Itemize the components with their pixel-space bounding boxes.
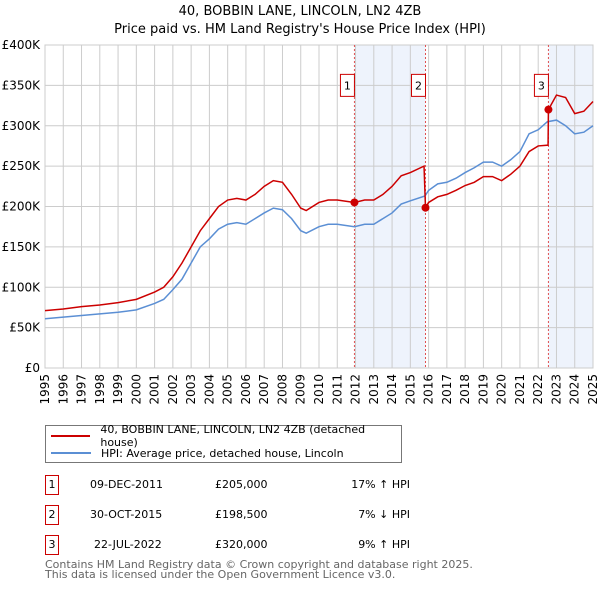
y-tick-label: £200K (2, 200, 42, 214)
sale-marker-number: 2 (415, 79, 422, 92)
x-tick-label: 1996 (56, 374, 70, 405)
x-tick-label: 2007 (257, 374, 271, 405)
footer: Contains HM Land Registry data © Crown c… (45, 558, 473, 581)
x-tick-label: 1998 (93, 374, 107, 405)
sale-date: 22-JUL-2022 (94, 538, 162, 551)
y-tick-label: £300K (2, 119, 42, 133)
sale-marker-label: 2 (45, 505, 59, 525)
legend: 40, BOBBIN LANE, LINCOLN, LN2 4ZB (detac… (45, 423, 402, 463)
y-tick-label: £50K (9, 321, 41, 335)
x-tick-label: 2022 (531, 374, 545, 405)
x-tick-label: 1999 (111, 374, 125, 405)
sale-marker-box (339, 73, 355, 97)
x-tick-label: 2013 (367, 374, 381, 405)
x-tick-label: 2002 (166, 374, 180, 405)
x-tick-label: 2015 (403, 374, 417, 405)
footer-line: Contains HM Land Registry data © Crown c… (45, 558, 473, 571)
x-tick-label: 2017 (440, 374, 454, 405)
x-tick-label: 2024 (568, 374, 582, 405)
sale-hpi-diff: 7% ↓ HPI (358, 508, 410, 521)
sale-price: £198,500 (215, 508, 268, 521)
x-tick-label: 2018 (458, 374, 472, 405)
sale-marker-label: 1 (45, 475, 59, 495)
y-tick-label: £100K (2, 280, 42, 294)
sale-marker-label: 3 (45, 535, 59, 555)
x-tick-label: 1995 (38, 374, 52, 405)
sale-point (350, 198, 359, 207)
line-chart: £0 £50K £100K £150K £200K £250K £300K £350K £400… (2, 38, 600, 405)
legend-swatch (51, 452, 91, 454)
x-tick-label: 2016 (422, 374, 436, 405)
legend-label: 40, BOBBIN LANE, LINCOLN, LN2 4ZB (detac… (100, 423, 366, 449)
plot-border (44, 44, 594, 369)
x-tick-label: 2004 (202, 374, 216, 405)
x-tick-label: 2019 (476, 374, 490, 405)
sale-marker-box (533, 73, 549, 97)
x-tick-label: 2003 (184, 374, 198, 405)
x-tick-label: 2014 (385, 374, 399, 405)
legend-item-property: 40, BOBBIN LANE, LINCOLN, LN2 4ZB (detac… (51, 423, 401, 449)
sale-hpi-diff: 17% ↑ HPI (351, 478, 410, 491)
sale-hpi-diff: 9% ↑ HPI (358, 538, 410, 551)
x-tick-label: 2008 (275, 374, 289, 405)
legend-swatch (51, 435, 91, 437)
hpi-line (44, 119, 594, 320)
x-tick-label: 2010 (312, 374, 326, 405)
x-tick-label: 2000 (129, 374, 143, 405)
sale-point (544, 105, 553, 114)
sale-price: £205,000 (215, 478, 268, 491)
legend-item-hpi: HPI: Average price, detached house, Linc… (51, 445, 344, 461)
x-tick-label: 2011 (330, 374, 344, 405)
y-tick-label: £400K (2, 38, 42, 52)
legend-label: HPI: Average price, detached house, Linc… (101, 446, 344, 460)
x-tick-label: 2009 (294, 374, 308, 405)
x-tick-label: 2012 (349, 374, 363, 405)
chart-subtitle: Price paid vs. HM Land Registry's House … (114, 22, 486, 37)
y-tick-label: £350K (2, 78, 42, 92)
x-tick-label: 2001 (148, 374, 162, 405)
property-price-line (44, 94, 594, 312)
footer-line: This data is licensed under the Open Gov… (45, 568, 396, 581)
x-tick-label: 2023 (549, 374, 563, 405)
x-tick-label: 2005 (221, 374, 235, 405)
x-tick-label: 2021 (513, 374, 527, 405)
chart-title: 40, BOBBIN LANE, LINCOLN, LN2 4ZB (178, 4, 422, 19)
y-tick-label: £150K (2, 240, 42, 254)
sale-date: 09-DEC-2011 (90, 478, 164, 491)
sale-date: 30-OCT-2015 (90, 508, 163, 521)
sale-marker-box (410, 73, 426, 97)
sale-row: 1 09-DEC-2011 £205,000 17% ↑ HPI (45, 475, 465, 495)
sale-row: 3 22-JUL-2022 £320,000 9% ↑ HPI (45, 535, 465, 555)
sale-point (421, 203, 430, 212)
y-tick-label: £0 (25, 361, 40, 375)
x-tick-label: 2006 (239, 374, 253, 405)
sale-price: £320,000 (215, 538, 268, 551)
sale-row: 2 30-OCT-2015 £198,500 7% ↓ HPI (45, 505, 465, 525)
x-tick-label: 1997 (75, 374, 89, 405)
sale-marker-number: 1 (344, 79, 351, 92)
x-tick-label: 2020 (495, 374, 509, 405)
x-tick-label: 2025 (586, 374, 600, 405)
y-tick-label: £250K (2, 159, 42, 173)
sale-marker-number: 3 (538, 79, 545, 92)
